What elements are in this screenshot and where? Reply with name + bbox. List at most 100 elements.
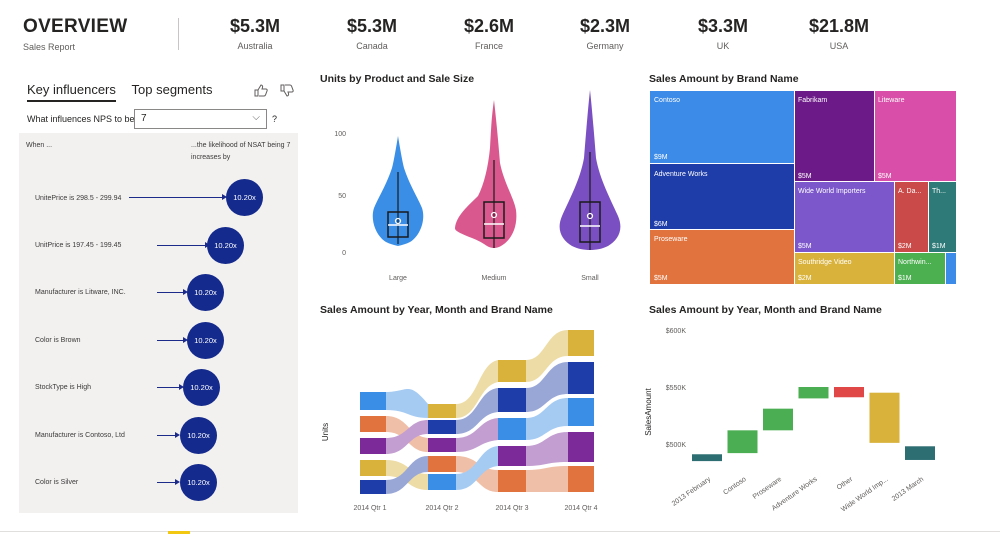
influencer-connector (129, 197, 224, 198)
treemap-tile-southridge-video[interactable] (795, 253, 894, 284)
kpi-card-france[interactable]: $2.6M France (434, 16, 544, 51)
key-influencers-tabs: Key influencers Top segments (27, 82, 224, 102)
influencer-row[interactable]: Manufacturer is Litware, INC. 10.20x (19, 273, 298, 313)
treemap-tile-the-phone-company[interactable] (929, 182, 956, 252)
violin-medium[interactable] (454, 100, 517, 248)
active-page-tab-indicator[interactable] (168, 531, 190, 534)
influencer-label: Manufacturer is Contoso, Ltd (35, 432, 125, 439)
tile-value: $5M (654, 275, 668, 282)
influencer-bubble: 10.20x (187, 274, 224, 311)
x-tick-label: Contoso (722, 476, 747, 497)
tile-value: $9M (654, 154, 668, 161)
kpi-value: $21.8M (808, 16, 870, 36)
violin-mean (394, 217, 402, 225)
waterfall-bar[interactable] (798, 387, 829, 399)
ribbon-column-q3[interactable] (498, 360, 526, 492)
ribbon-chart-title: Sales Amount by Year, Month and Brand Na… (320, 304, 553, 316)
y-axis-title: Units (321, 423, 330, 441)
influencer-row[interactable]: Color is Silver 10.20x (19, 463, 298, 503)
page-title: OVERVIEW (23, 16, 128, 37)
help-icon[interactable]: ? (272, 114, 278, 124)
tile-label: A. Da... (898, 188, 921, 195)
kpi-label: Germany (586, 41, 624, 51)
waterfall-bar[interactable] (834, 387, 864, 398)
influencer-row[interactable]: Manufacturer is Contoso, Ltd 10.20x (19, 416, 298, 456)
waterfall-bar[interactable] (905, 446, 935, 460)
influencer-row[interactable]: UnitPrice is 197.45 - 199.45 10.20x (19, 226, 298, 266)
tile-value: $5M (878, 173, 892, 180)
y-tick-label: 0 (342, 250, 346, 257)
y-tick-label: $600K (666, 328, 687, 335)
influencer-connector (157, 340, 185, 341)
waterfall-bar[interactable] (869, 392, 900, 443)
kpi-label: USA (829, 41, 849, 51)
influencer-label: UnitePrice is 298.5 - 299.94 (35, 195, 122, 202)
influencer-row[interactable]: StockType is High 10.20x (19, 368, 298, 408)
kpi-value: $2.3M (579, 16, 631, 36)
influencer-bubble: 10.20x (180, 417, 217, 454)
kpi-card-germany[interactable]: $2.3M Germany (550, 16, 660, 51)
kpi-card-australia[interactable]: $5.3M Australia (200, 16, 310, 51)
influencer-label: UnitPrice is 197.45 - 199.45 (35, 242, 122, 249)
treemap-tile-wide-world-importers[interactable] (795, 182, 894, 252)
arrow-right-icon (179, 384, 184, 390)
treemap-chart[interactable]: Contoso $9M Adventure Works $6M Prosewar… (650, 91, 956, 284)
x-tick-label: 2014 Qtr 1 (353, 505, 386, 512)
x-tick-label: Proseware (752, 476, 784, 501)
kpi-value: $5.3M (346, 16, 398, 36)
nps-value-dropdown[interactable]: 7 ⌵ (134, 109, 267, 129)
influencer-label: StockType is High (35, 384, 92, 391)
influencer-row[interactable]: UnitePrice is 298.5 - 299.94 10.20x (19, 178, 298, 218)
influencer-label: Color is Brown (35, 337, 81, 344)
thumbs-down-icon[interactable] (280, 84, 294, 100)
x-tick-label: Medium (482, 275, 507, 282)
kpi-card-canada[interactable]: $5.3M Canada (317, 16, 427, 51)
ribbon-column-q2[interactable] (428, 404, 456, 490)
y-tick-label: 50 (338, 193, 346, 200)
waterfall-bar[interactable] (763, 408, 793, 431)
influencer-bubble: 10.20x (187, 322, 224, 359)
waterfall-bar[interactable] (727, 430, 758, 454)
violin-chart[interactable]: 100 50 0 Large Medium Small (318, 88, 638, 288)
influencer-bubble: 10.20x (226, 179, 263, 216)
x-tick-label: 2014 Qtr 3 (495, 505, 528, 512)
y-tick-label: $500K (666, 442, 687, 449)
thumbs-up-icon[interactable] (254, 84, 272, 100)
violin-mean (586, 212, 594, 220)
tile-value: $2M (798, 275, 812, 282)
dropdown-value: 7 (141, 113, 147, 124)
chevron-down-icon: ⌵ (252, 112, 260, 123)
tab-top-segments[interactable]: Top segments (131, 82, 213, 97)
y-tick-label: $550K (666, 385, 687, 392)
x-tick-label: Other (836, 476, 855, 492)
tile-label: Th... (932, 188, 946, 195)
treemap-tile-fabrikam[interactable] (795, 91, 874, 181)
treemap-tile-contoso[interactable] (650, 91, 794, 163)
arrow-right-icon (175, 432, 180, 438)
treemap-tile-adventure-works[interactable] (650, 164, 794, 229)
treemap-tile-liteware[interactable] (875, 91, 956, 181)
tab-key-influencers[interactable]: Key influencers (27, 82, 116, 102)
treemap-tile-northwind[interactable] (895, 253, 945, 284)
treemap-tile-a-datum[interactable] (895, 182, 928, 252)
kpi-card-usa[interactable]: $21.8M USA (784, 16, 894, 51)
report-header: OVERVIEW Sales Report $5.3M Australia $5… (0, 0, 1000, 62)
ribbon-column-q1[interactable] (360, 392, 386, 494)
influence-question: What influences NPS to be (27, 114, 135, 124)
influencer-row[interactable]: Color is Brown 10.20x (19, 321, 298, 361)
treemap-tile-other[interactable] (946, 253, 956, 284)
waterfall-bar[interactable] (692, 454, 722, 462)
y-tick-label: 100 (334, 131, 346, 138)
arrow-right-icon (183, 289, 188, 295)
influencer-connector (157, 387, 181, 388)
kpi-value: $3.3M (697, 16, 749, 36)
treemap-tile-proseware[interactable] (650, 230, 794, 284)
kpi-card-uk[interactable]: $3.3M UK (668, 16, 778, 51)
ribbon-chart[interactable]: Units (318, 320, 608, 520)
waterfall-chart[interactable]: SalesAmount $600K $550K $500K 2013 Febru… (640, 320, 960, 528)
waterfall-bars (692, 387, 935, 462)
kpi-value: $2.6M (463, 16, 515, 36)
kpi-label: Australia (237, 41, 273, 51)
ribbon-column-q4[interactable] (568, 330, 594, 492)
